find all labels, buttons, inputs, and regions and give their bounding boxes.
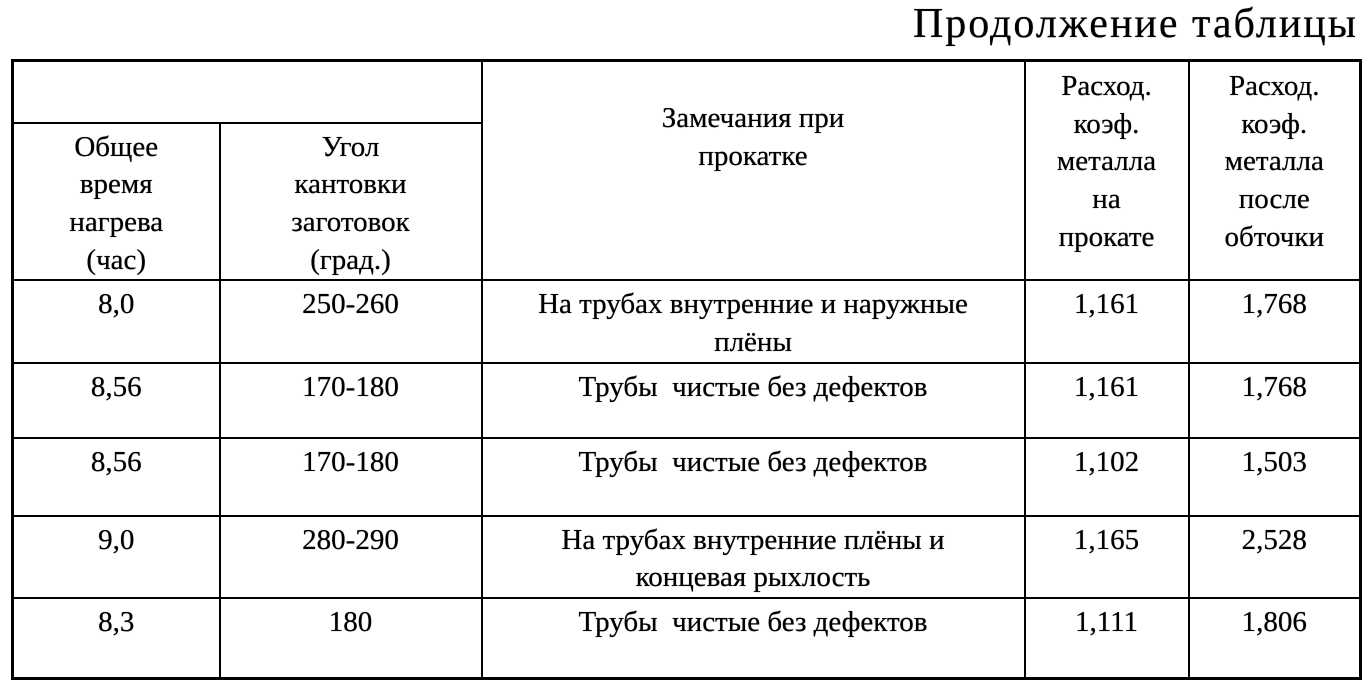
table-row: 8,3 180 Трубы чистые без дефектов 1,111 … [11,597,1362,679]
cell-coef-after-turning: 1,503 [1187,436,1362,517]
table-row: 8,0 250-260 На трубах внутренние и наруж… [11,279,1362,364]
header-tilting-angle: Угол кантовки заготовок (град.) [218,121,483,282]
cell-heating-time: 8,56 [11,436,221,517]
cell-rolling-remarks: Трубы чистые без дефектов [480,597,1026,679]
cell-tilting-angle: 170-180 [218,436,483,517]
cell-tilting-angle: 280-290 [218,514,483,600]
cell-heating-time: 8,3 [11,597,221,679]
cell-rolling-remarks: Трубы чистые без дефектов [480,436,1026,517]
cell-heating-time: 9,0 [11,514,221,600]
cell-coef-after-turning: 2,528 [1187,514,1362,600]
cell-coef-rolling: 1,111 [1023,597,1190,679]
cell-coef-after-turning: 1,768 [1187,361,1362,439]
table-row: 8,56 170-180 Трубы чистые без дефектов 1… [11,436,1362,517]
header-row-top: Замечания при прокатке Расход. коэф. мет… [11,59,1362,282]
continuation-table: Замечания при прокатке Расход. коэф. мет… [11,59,1362,680]
cell-rolling-remarks: На трубах внутренние плёны и концевая ры… [480,514,1026,600]
table-row: 9,0 280-290 На трубах внутренние плёны и… [11,514,1362,600]
table-row: 8,56 170-180 Трубы чистые без дефектов 1… [11,361,1362,439]
header-corner-empty-cell [11,59,483,124]
cell-tilting-angle: 250-260 [218,279,483,364]
header-row-sub: Общее время нагрева (час) Угол кантовки … [11,121,1361,282]
cell-tilting-angle: 180 [218,597,483,679]
cell-coef-after-turning: 1,768 [1187,279,1362,364]
header-total-heating-time: Общее время нагрева (час) [11,121,221,282]
cell-rolling-remarks: Трубы чистые без дефектов [480,361,1026,439]
header-rolling-remarks: Замечания при прокатке [480,59,1026,282]
table-continuation-title: Продолжение таблицы [912,1,1358,47]
cell-coef-rolling: 1,161 [1023,279,1190,364]
cell-rolling-remarks: На трубах внутренние и наружные плёны [480,279,1026,364]
cell-coef-after-turning: 1,806 [1187,597,1362,679]
cell-heating-time: 8,0 [11,279,221,364]
cell-coef-rolling: 1,165 [1023,514,1190,600]
cell-coef-rolling: 1,161 [1023,361,1190,439]
header-metal-consumption-rolling: Расход. коэф. металла на прокате [1023,59,1190,282]
header-metal-consumption-after-turning: Расход. коэф. металла после обточки [1187,59,1362,282]
cell-heating-time: 8,56 [11,361,221,439]
cell-coef-rolling: 1,102 [1023,436,1190,517]
cell-tilting-angle: 170-180 [218,361,483,439]
